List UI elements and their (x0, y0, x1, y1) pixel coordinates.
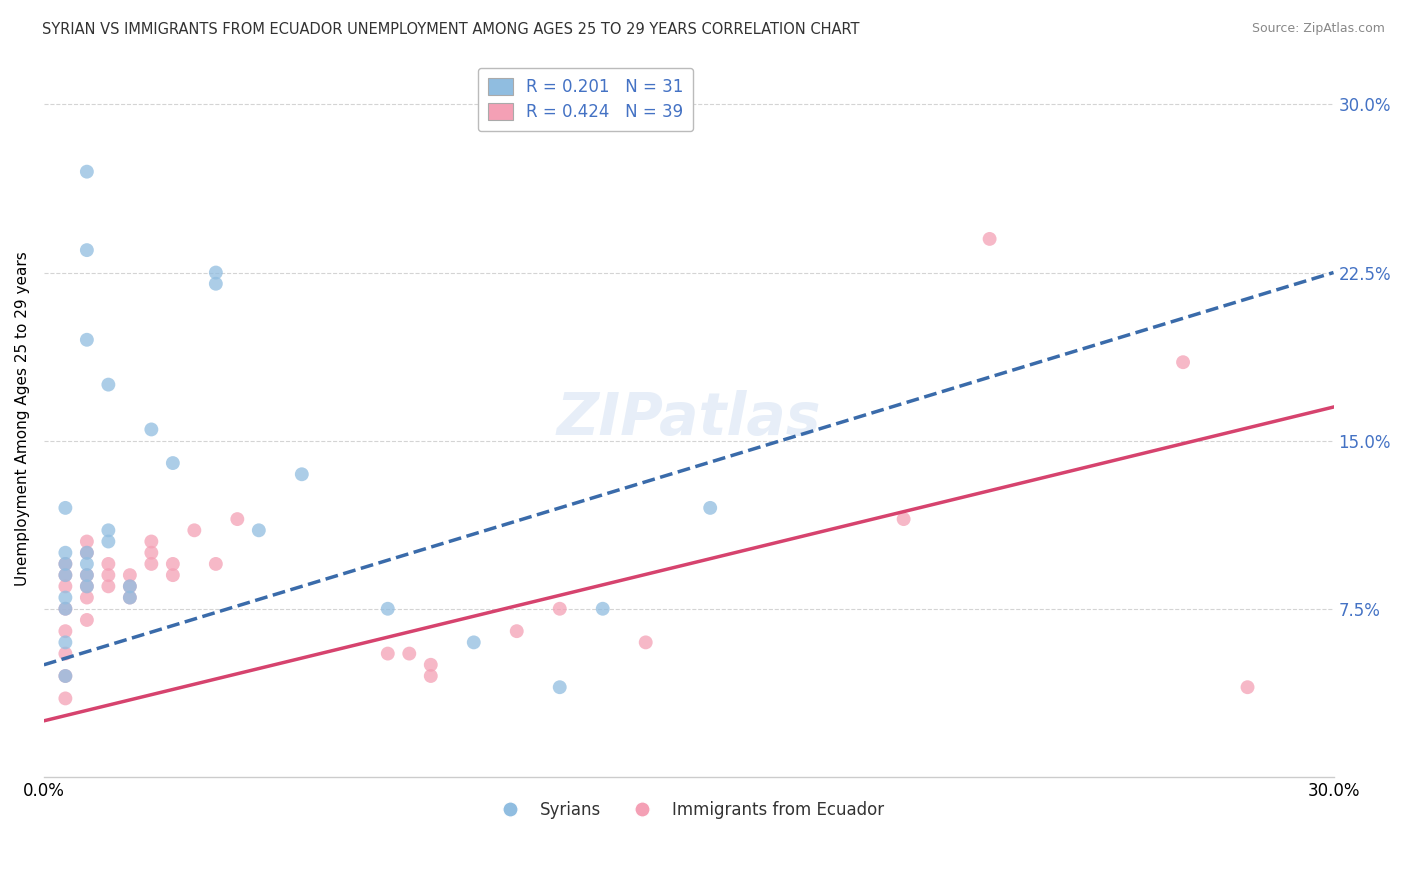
Point (419, 669, 441, 683)
Point (76, 243, 98, 257)
Point (548, 680, 571, 694)
Point (97, 579, 120, 593)
Point (118, 591, 141, 605)
Point (76, 579, 98, 593)
Point (592, 601, 614, 615)
Point (1236, 680, 1258, 694)
Point (55, 635, 77, 649)
Point (162, 456, 184, 470)
Point (55, 669, 77, 683)
Point (76, 613, 98, 627)
Text: ZIPatlas: ZIPatlas (557, 390, 821, 447)
Point (205, 557, 228, 571)
Point (463, 635, 485, 649)
Point (141, 546, 163, 560)
Point (55, 591, 77, 605)
Y-axis label: Unemployment Among Ages 25 to 29 years: Unemployment Among Ages 25 to 29 years (15, 251, 30, 586)
Point (76, 546, 98, 560)
Point (55, 557, 77, 571)
Point (118, 591, 141, 605)
Point (76, 591, 98, 605)
Point (55, 546, 77, 560)
Point (162, 557, 184, 571)
Point (55, 601, 77, 615)
Text: SYRIAN VS IMMIGRANTS FROM ECUADOR UNEMPLOYMENT AMONG AGES 25 TO 29 YEARS CORRELA: SYRIAN VS IMMIGRANTS FROM ECUADOR UNEMPL… (42, 22, 859, 37)
Point (55, 500, 77, 515)
Point (506, 624, 529, 639)
Point (162, 568, 184, 582)
Point (76, 546, 98, 560)
Point (55, 568, 77, 582)
Point (1171, 355, 1194, 369)
Point (634, 635, 657, 649)
Point (141, 422, 163, 436)
Point (76, 557, 98, 571)
Point (205, 277, 228, 291)
Point (141, 557, 163, 571)
Point (118, 579, 141, 593)
Point (377, 601, 399, 615)
Point (205, 266, 228, 280)
Point (97, 377, 120, 392)
Point (55, 647, 77, 661)
Point (226, 512, 249, 526)
Point (76, 568, 98, 582)
Point (97, 534, 120, 549)
Point (76, 579, 98, 593)
Point (398, 647, 420, 661)
Point (419, 657, 441, 672)
Point (141, 534, 163, 549)
Point (76, 534, 98, 549)
Point (76, 333, 98, 347)
Point (979, 232, 1001, 246)
Point (55, 568, 77, 582)
Point (97, 524, 120, 538)
Point (291, 467, 314, 482)
Point (55, 691, 77, 706)
Point (76, 164, 98, 178)
Point (97, 568, 120, 582)
Point (118, 579, 141, 593)
Point (118, 568, 141, 582)
Legend: Syrians, Immigrants from Ecuador: Syrians, Immigrants from Ecuador (486, 795, 891, 826)
Point (893, 512, 915, 526)
Point (55, 557, 77, 571)
Point (97, 557, 120, 571)
Point (55, 624, 77, 639)
Point (548, 601, 571, 615)
Point (55, 601, 77, 615)
Text: Source: ZipAtlas.com: Source: ZipAtlas.com (1251, 22, 1385, 36)
Point (699, 500, 721, 515)
Point (247, 524, 270, 538)
Point (55, 579, 77, 593)
Point (183, 524, 205, 538)
Point (55, 669, 77, 683)
Point (76, 568, 98, 582)
Point (377, 647, 399, 661)
